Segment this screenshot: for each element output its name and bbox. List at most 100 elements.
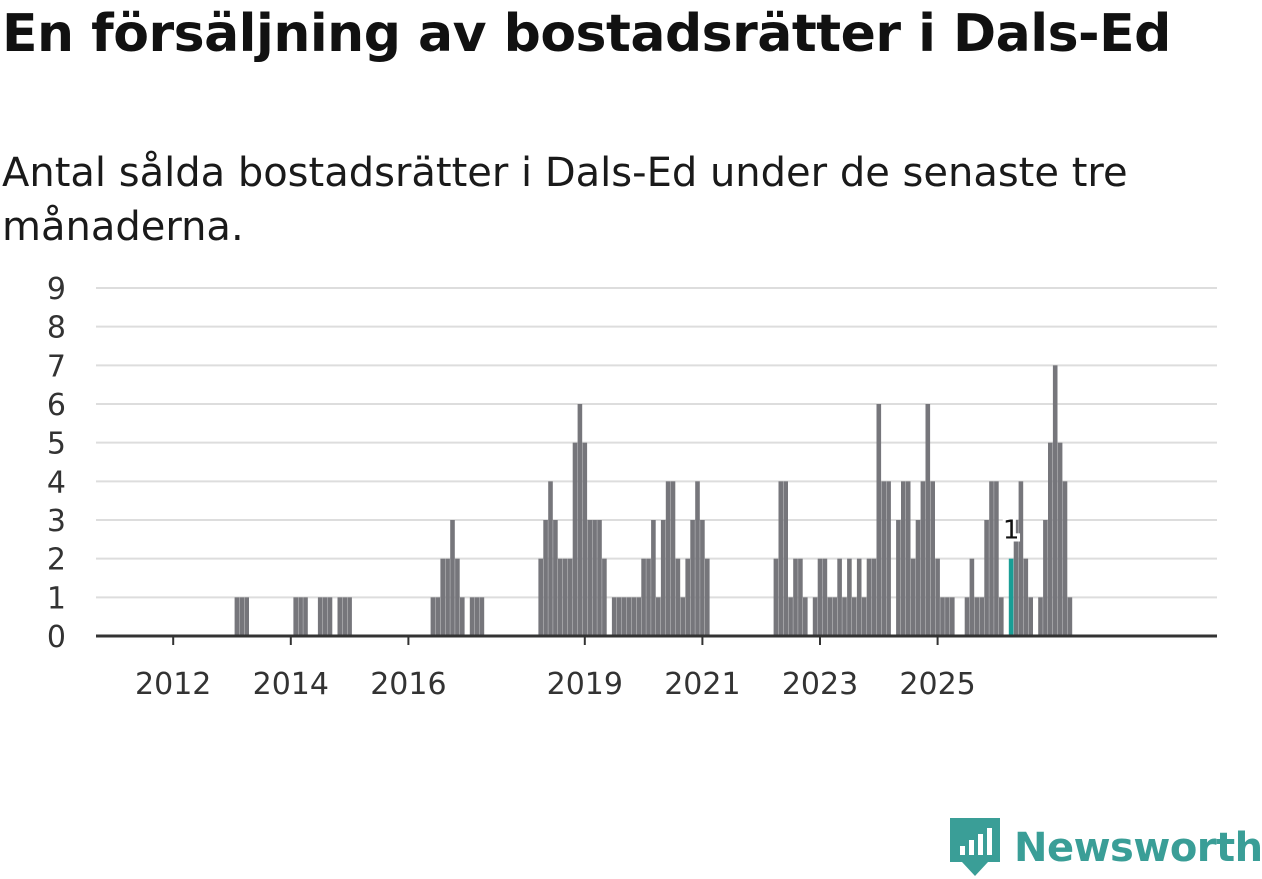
bar xyxy=(558,558,563,636)
bar xyxy=(866,558,872,636)
bar xyxy=(979,597,984,636)
x-tick-label: 2012 xyxy=(135,667,211,702)
bar xyxy=(964,597,970,636)
data-label-highlight: 1 xyxy=(1003,516,1020,546)
x-tick-label: 2021 xyxy=(664,667,740,702)
bar xyxy=(1043,520,1048,636)
bar xyxy=(803,597,808,636)
bar xyxy=(705,558,710,636)
bar xyxy=(1052,365,1058,636)
bar xyxy=(543,520,548,636)
bar xyxy=(783,481,788,636)
bar xyxy=(989,481,994,636)
y-tick-label: 1 xyxy=(47,581,66,616)
bar xyxy=(700,520,705,636)
bar xyxy=(788,597,793,636)
bar xyxy=(611,597,617,636)
chart-title: En försäljning av bostadsrätter i Dals-E… xyxy=(2,4,1171,64)
bar xyxy=(1013,520,1019,636)
x-tick-label: 2025 xyxy=(899,667,975,702)
bar xyxy=(440,558,445,636)
bar xyxy=(905,481,911,636)
x-tick-label: 2014 xyxy=(253,667,329,702)
bars xyxy=(234,365,1073,636)
bar xyxy=(317,597,323,636)
bar xyxy=(945,597,950,636)
bar xyxy=(303,597,308,636)
bar xyxy=(974,597,980,636)
bar xyxy=(876,404,882,636)
bar xyxy=(479,597,485,636)
bar xyxy=(562,558,568,636)
bar xyxy=(347,597,352,636)
bar xyxy=(660,520,666,636)
bar xyxy=(798,558,803,636)
bar xyxy=(984,520,989,636)
bar xyxy=(881,481,886,636)
bar xyxy=(597,520,602,636)
bar xyxy=(450,520,455,636)
bar xyxy=(665,481,671,636)
bar xyxy=(298,597,303,636)
annotation: 1 xyxy=(1000,513,1023,549)
y-tick-label: 8 xyxy=(47,311,66,346)
y-tick-label: 0 xyxy=(47,620,66,655)
bar xyxy=(322,597,328,636)
bar xyxy=(832,597,837,636)
bar xyxy=(1018,481,1024,636)
bar xyxy=(430,597,436,636)
bar xyxy=(793,558,798,636)
bar xyxy=(435,597,441,636)
bar xyxy=(1062,481,1068,636)
bar xyxy=(817,558,823,636)
bar xyxy=(651,520,656,636)
bar xyxy=(1048,442,1053,636)
bar xyxy=(852,597,857,636)
bar xyxy=(915,520,921,636)
bar xyxy=(656,597,661,636)
newsworthy-logo-text: Newsworthy xyxy=(1014,825,1262,871)
bar xyxy=(950,597,955,636)
bar xyxy=(631,597,637,636)
bar xyxy=(773,558,779,636)
bar xyxy=(685,558,690,636)
bar xyxy=(626,597,632,636)
bar xyxy=(577,404,583,636)
bar xyxy=(856,558,862,636)
bar xyxy=(695,481,700,636)
bar xyxy=(538,558,543,636)
bar-highlight xyxy=(1008,558,1014,636)
bar xyxy=(234,597,240,636)
bar xyxy=(1038,597,1043,636)
bar xyxy=(455,558,460,636)
bar xyxy=(925,404,931,636)
y-tick-label: 4 xyxy=(47,465,66,500)
bar xyxy=(548,481,553,636)
bar xyxy=(587,520,592,636)
bar xyxy=(670,481,676,636)
bar xyxy=(1057,442,1063,636)
y-tick-label: 7 xyxy=(47,349,66,384)
bar xyxy=(969,558,975,636)
bar xyxy=(572,442,578,636)
bar xyxy=(327,597,333,636)
y-tick-label: 6 xyxy=(47,388,66,423)
bar xyxy=(920,481,926,636)
bar xyxy=(646,558,651,636)
bar xyxy=(675,558,681,636)
bar xyxy=(861,597,867,636)
bar xyxy=(445,558,450,636)
bar xyxy=(680,597,686,636)
bar xyxy=(930,481,935,636)
x-tick-label: 2019 xyxy=(547,667,623,702)
chart-subtitle: Antal sålda bostadsrätter i Dals-Ed unde… xyxy=(2,150,1128,250)
bar xyxy=(994,481,999,636)
bar xyxy=(469,597,475,636)
bar xyxy=(239,597,245,636)
bar xyxy=(636,597,641,636)
bar xyxy=(901,481,906,636)
bar xyxy=(1028,597,1033,636)
bar xyxy=(592,520,597,636)
bar xyxy=(342,597,347,636)
